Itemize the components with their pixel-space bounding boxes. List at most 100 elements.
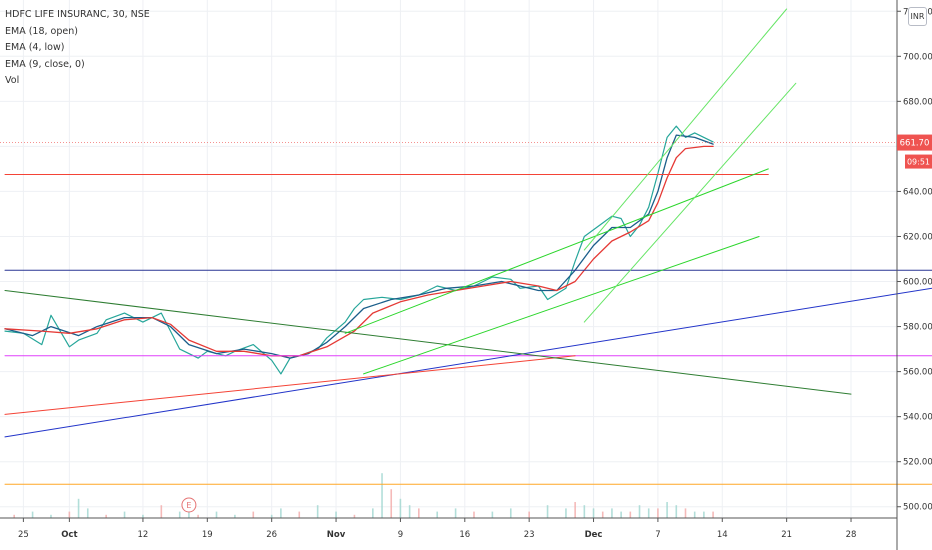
channel-upper xyxy=(344,168,769,334)
volume-bar xyxy=(675,505,678,518)
volume-bar xyxy=(657,508,659,518)
volume-bar xyxy=(77,498,80,518)
x-tick-label: 14 xyxy=(717,530,728,540)
volume-bar xyxy=(13,514,15,518)
volume-bar xyxy=(123,511,126,518)
indicator-ema-9-close[interactable]: EMA (9, close, 0) xyxy=(5,58,85,70)
y-tick-label: 700.00 xyxy=(903,52,932,62)
volume-bar xyxy=(583,505,586,518)
volume-bar xyxy=(629,511,632,518)
indicator-volume[interactable]: Vol xyxy=(5,75,20,86)
x-tick-label: 9 xyxy=(398,530,403,540)
x-tick-label: Oct xyxy=(61,530,77,540)
volume-bar xyxy=(693,511,696,518)
x-tick-label: 21 xyxy=(781,530,792,540)
volume-bar xyxy=(234,514,236,518)
x-tick-label: 12 xyxy=(138,530,149,540)
volume-bar xyxy=(528,511,530,518)
volume-bar xyxy=(601,511,604,518)
volume-bar xyxy=(390,489,393,518)
volume-bar xyxy=(188,508,190,518)
series-lines xyxy=(4,8,932,485)
x-tick-label: Dec xyxy=(585,530,603,540)
y-tick-label: 540.00 xyxy=(903,413,932,423)
steep-channel-b xyxy=(583,82,797,323)
volume-bar xyxy=(684,508,687,518)
volume-bar xyxy=(418,508,420,518)
volume-bar xyxy=(509,508,512,518)
volume-bar xyxy=(252,511,255,518)
ema-9-close-0- xyxy=(4,134,714,359)
volume-bar xyxy=(611,508,613,518)
countdown-tag xyxy=(905,154,932,169)
volume-bar xyxy=(473,511,475,518)
volume-bar xyxy=(703,511,705,518)
y-tick-label: 500.00 xyxy=(903,503,932,513)
volume-bar xyxy=(381,473,383,518)
y-tick-label: 680.00 xyxy=(903,97,932,107)
volume-bar xyxy=(31,511,34,518)
symbol-title[interactable]: HDFC LIFE INSURANC, 30, NSE xyxy=(5,9,150,20)
volume-bar xyxy=(712,511,714,518)
volume-bar xyxy=(197,514,199,518)
volume-bar xyxy=(298,511,301,518)
volume-bar xyxy=(638,505,641,518)
red-trend xyxy=(4,355,576,415)
x-tick-label: 19 xyxy=(202,530,213,540)
indicator-ema-18-open[interactable]: EMA (18, open) xyxy=(5,25,78,37)
steep-channel-a xyxy=(583,8,788,251)
y-tick-label: 580.00 xyxy=(903,323,932,333)
volume-bar xyxy=(592,508,595,518)
volume-bars xyxy=(13,473,714,518)
x-tick-label: 7 xyxy=(655,530,660,540)
channel-lower xyxy=(363,236,760,375)
indicator-ema-4-low[interactable]: EMA (4, low) xyxy=(5,42,65,53)
ema-18-open- xyxy=(4,145,714,357)
y-tick-label: 520.00 xyxy=(903,458,932,468)
x-tick-label: 25 xyxy=(18,530,29,540)
y-tick-label: 600.00 xyxy=(903,278,932,288)
currency-badge[interactable]: INR xyxy=(908,7,927,26)
volume-bar xyxy=(372,508,374,518)
y-tick-label: 560.00 xyxy=(903,368,932,378)
volume-bar xyxy=(620,511,622,518)
volume-bar xyxy=(316,505,319,518)
chart-markers: 661.70 09:51 E xyxy=(0,134,932,513)
volume-bar xyxy=(647,508,650,518)
volume-bar xyxy=(280,508,282,518)
x-tick-label: 23 xyxy=(524,530,535,540)
volume-bar xyxy=(491,511,494,518)
volume-bar xyxy=(86,508,89,518)
earnings-icon xyxy=(181,497,197,513)
blue-trend xyxy=(4,287,932,438)
volume-bar xyxy=(454,508,457,518)
green-downtrend xyxy=(4,290,852,395)
chart-legend: HDFC LIFE INSURANC, 30, NSE EMA (18, ope… xyxy=(5,7,150,90)
time-axis[interactable]: 25 Oct 12 19 26 Nov 9 16 23 Dec 7 14 21 28 xyxy=(0,517,897,540)
x-tick-label: 16 xyxy=(459,530,470,540)
volume-bar xyxy=(178,511,181,518)
volume-bar xyxy=(50,514,52,518)
price-axis[interactable]: 500.00 520.00 540.00 560.00 580.00 600.00 620.… xyxy=(896,0,932,550)
countdown-label: 09:51 xyxy=(907,158,930,167)
grid-lines xyxy=(0,0,897,518)
volume-bar xyxy=(353,514,356,518)
volume-bar xyxy=(335,511,337,518)
y-tick-label: 620.00 xyxy=(903,232,932,242)
volume-bar xyxy=(270,514,273,518)
y-tick-label: 640.00 xyxy=(903,187,932,197)
volume-bar xyxy=(399,498,402,518)
x-tick-label: Nov xyxy=(327,530,346,540)
volume-bar xyxy=(408,505,411,518)
x-tick-label: 26 xyxy=(266,530,277,540)
volume-bar xyxy=(142,514,144,518)
x-tick-label: 28 xyxy=(846,530,857,540)
volume-bar xyxy=(160,505,163,518)
volume-bar xyxy=(574,502,576,518)
volume-bar xyxy=(436,511,439,518)
volume-bar xyxy=(68,511,71,518)
volume-bar xyxy=(215,511,218,518)
volume-bar xyxy=(565,508,567,518)
earnings-label: E xyxy=(186,501,191,510)
